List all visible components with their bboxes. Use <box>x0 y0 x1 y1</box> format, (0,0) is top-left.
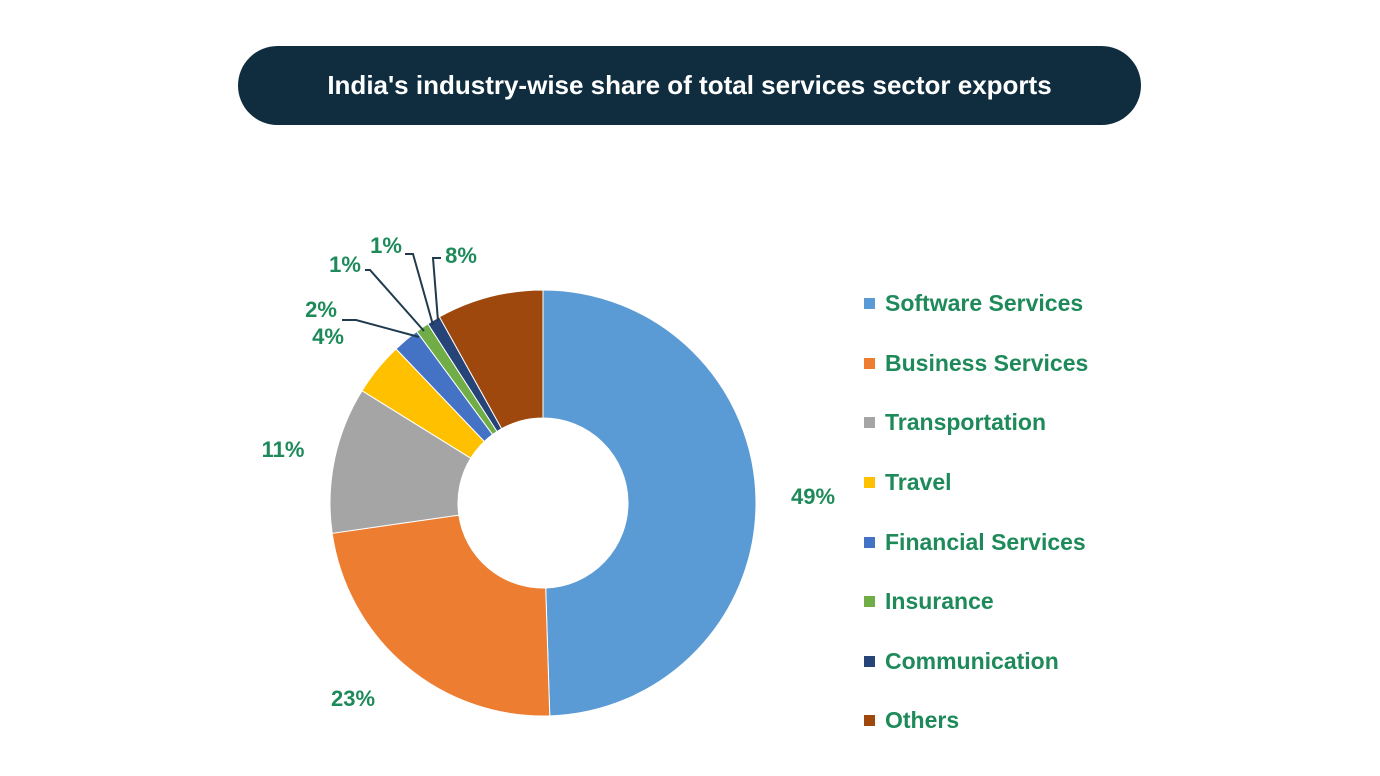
legend-item-software-services: Software Services <box>864 274 1088 334</box>
data-label-software-services: 49% <box>791 484 835 509</box>
legend-item-others: Others <box>864 691 1088 751</box>
slice-software-services <box>542 289 757 717</box>
legend-label: Communication <box>885 647 1059 674</box>
legend-label: Others <box>885 707 960 734</box>
legend-label: Financial Services <box>885 528 1086 555</box>
legend-label: Insurance <box>885 588 994 615</box>
legend-label: Travel <box>885 469 952 496</box>
chart-title: India's industry-wise share of total ser… <box>327 70 1052 100</box>
legend-item-insurance: Insurance <box>864 572 1088 632</box>
legend-label: Business Services <box>885 349 1089 376</box>
data-label-transportation: 11% <box>262 437 305 462</box>
legend-swatch <box>864 536 875 548</box>
legend-item-communication: Communication <box>864 632 1088 692</box>
legend-item-financial-services: Financial Services <box>864 512 1088 572</box>
chart-legend: Software Services Business Services Transp… <box>864 274 1088 751</box>
legend-swatch <box>864 357 875 369</box>
slice-business-services <box>331 514 551 717</box>
legend-item-transportation: Transportation <box>864 393 1088 453</box>
leader-line-communication <box>405 253 434 326</box>
leader-line-insurance <box>365 269 425 332</box>
data-label-insurance: 1% <box>329 252 361 277</box>
data-label-travel: 4% <box>312 324 344 349</box>
data-label-others: 8% <box>445 243 477 268</box>
data-label-financial-services: 2% <box>305 297 337 322</box>
legend-swatch <box>864 715 875 727</box>
legend-label: Transportation <box>885 409 1047 436</box>
legend-label: Software Services <box>885 290 1084 317</box>
legend-item-business-services: Business Services <box>864 334 1088 394</box>
data-label-communication: 1% <box>370 233 402 258</box>
leader-line-others <box>431 257 441 322</box>
chart-title-banner: India's industry-wise share of total ser… <box>238 46 1141 125</box>
legend-swatch <box>864 596 875 608</box>
legend-swatch <box>864 298 875 310</box>
leader-line-financial-services <box>342 319 420 338</box>
legend-swatch <box>864 655 875 667</box>
slice-others <box>438 289 544 430</box>
legend-swatch <box>864 477 875 489</box>
legend-swatch <box>864 417 875 429</box>
legend-item-travel: Travel <box>864 453 1088 513</box>
data-label-business-services: 23% <box>331 686 375 711</box>
slice-transportation <box>329 390 472 534</box>
